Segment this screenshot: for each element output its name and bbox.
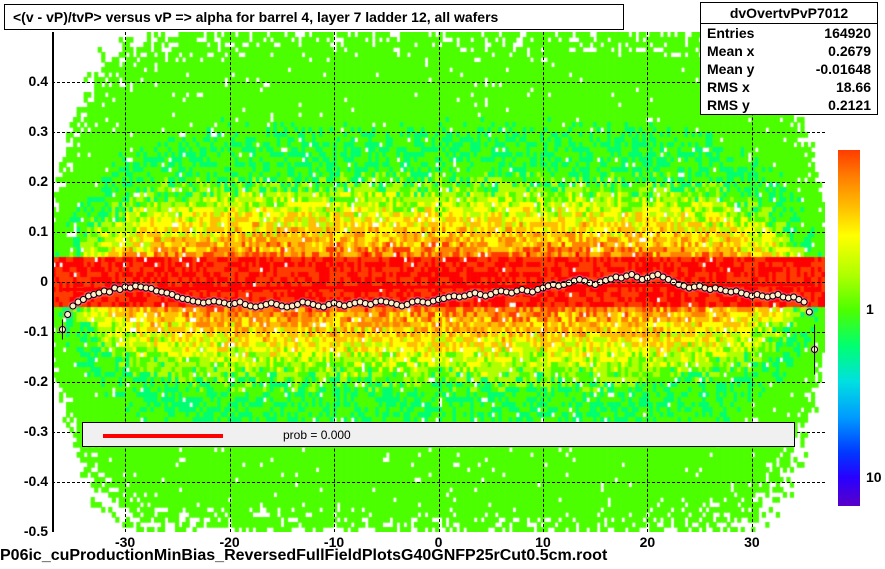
y-tick-label: 0.4 bbox=[8, 73, 48, 89]
stats-box: dvOvertvPvP7012 Entries 164920 Mean x 0.… bbox=[700, 2, 878, 115]
y-axis-line bbox=[52, 32, 54, 532]
stats-meany-value: -0.01648 bbox=[816, 61, 871, 77]
grid-line-v bbox=[647, 32, 648, 532]
legend-fit-line bbox=[103, 434, 223, 438]
x-tick-label: 30 bbox=[732, 534, 772, 550]
x-tick-label: -30 bbox=[105, 534, 145, 550]
stats-entries-value: 164920 bbox=[824, 25, 871, 41]
stats-entries-row: Entries 164920 bbox=[701, 24, 877, 42]
grid-line-v bbox=[543, 32, 544, 532]
y-tick-label: -0.3 bbox=[8, 423, 48, 439]
y-tick-label: 0.2 bbox=[8, 173, 48, 189]
profile-marker bbox=[70, 303, 76, 309]
grid-line-v bbox=[439, 32, 440, 532]
profile-marker bbox=[106, 289, 112, 295]
stats-rmsx-label: RMS x bbox=[707, 79, 750, 95]
stats-rmsy-value: 0.2121 bbox=[828, 97, 871, 113]
legend-box: prob = 0.000 bbox=[82, 422, 795, 447]
profile-marker bbox=[806, 309, 812, 315]
x-tick-label: 0 bbox=[419, 534, 459, 550]
colorbar bbox=[838, 150, 860, 506]
stats-meany-row: Mean y -0.01648 bbox=[701, 60, 877, 78]
x-tick-label: -10 bbox=[314, 534, 354, 550]
y-tick-label: -0.4 bbox=[8, 473, 48, 489]
stats-entries-label: Entries bbox=[707, 25, 754, 41]
y-tick-label: 0.1 bbox=[8, 223, 48, 239]
plot-title: <(v - vP)/tvP> versus vP => alpha for ba… bbox=[13, 9, 498, 25]
grid-line-v bbox=[125, 32, 126, 532]
stats-name: dvOvertvPvP7012 bbox=[701, 3, 877, 24]
colorbar-tick-label: 10 bbox=[866, 469, 882, 485]
stats-meanx-row: Mean x 0.2679 bbox=[701, 42, 877, 60]
x-tick-label: -20 bbox=[210, 534, 250, 550]
stats-rmsy-row: RMS y 0.2121 bbox=[701, 96, 877, 114]
stats-meanx-value: 0.2679 bbox=[828, 43, 871, 59]
x-tick-label: 20 bbox=[627, 534, 667, 550]
stats-rmsx-value: 18.66 bbox=[836, 79, 871, 95]
profile-marker bbox=[65, 312, 71, 318]
y-tick-label: 0.3 bbox=[8, 123, 48, 139]
y-tick-label: -0.1 bbox=[8, 323, 48, 339]
legend-text: prob = 0.000 bbox=[283, 428, 351, 442]
plot-title-box: <(v - vP)/tvP> versus vP => alpha for ba… bbox=[4, 4, 624, 30]
stats-meanx-label: Mean x bbox=[707, 43, 754, 59]
y-tick-label: -0.5 bbox=[8, 523, 48, 539]
stats-rmsy-label: RMS y bbox=[707, 97, 750, 113]
y-tick-label: 0 bbox=[8, 273, 48, 289]
x-tick-label: 10 bbox=[523, 534, 563, 550]
y-tick-label: -0.2 bbox=[8, 373, 48, 389]
grid-line-v bbox=[334, 32, 335, 532]
grid-line-v bbox=[230, 32, 231, 532]
stats-rmsx-row: RMS x 18.66 bbox=[701, 78, 877, 96]
bottom-filename: P06ic_cuProductionMinBias_ReversedFullFi… bbox=[0, 547, 607, 565]
stats-meany-label: Mean y bbox=[707, 61, 754, 77]
profile-marker bbox=[801, 299, 807, 305]
colorbar-tick-label: 1 bbox=[866, 301, 874, 317]
